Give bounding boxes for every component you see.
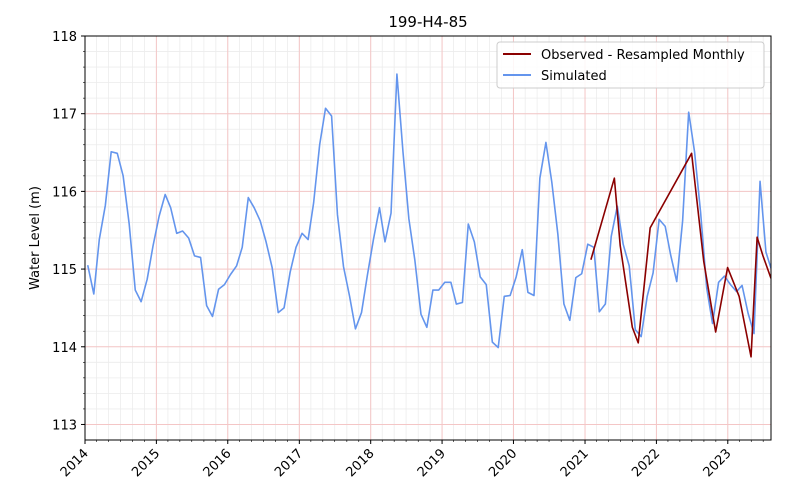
legend-label-simulated: Simulated	[541, 69, 607, 84]
series-line-simulated	[86, 73, 771, 349]
x-tick-label: 2020	[486, 446, 520, 480]
legend-box	[496, 41, 765, 89]
legend-label-observed: Observed - Resampled Monthly	[541, 48, 745, 63]
plot-layer	[86, 73, 771, 358]
y-tick-label: 114	[52, 341, 77, 356]
grid-layer	[84, 35, 771, 440]
x-tick-label: 2021	[558, 446, 592, 480]
x-tick-label: 2014	[58, 446, 92, 480]
x-tick-label: 2015	[129, 446, 163, 480]
x-tick-label: 2016	[201, 446, 235, 480]
series-line-observed	[590, 152, 771, 358]
x-tick-label: 2022	[629, 446, 663, 480]
legend[interactable]: Observed - Resampled Monthly Simulated	[496, 41, 765, 89]
x-tick-label: 2017	[272, 446, 306, 480]
x-tick-label: 2018	[344, 446, 378, 480]
x-tick-label: 2019	[415, 446, 449, 480]
y-axis-label: Water Level (m)	[28, 186, 43, 290]
y-tick-label: 117	[52, 108, 77, 123]
y-axis: 113 114 115 116 117 118	[52, 30, 85, 433]
x-axis: 2014 2015 2016 2017 2018 2019 2020 2021 2022 2023	[58, 440, 764, 480]
x-tick-label: 2023	[701, 446, 735, 480]
chart-title: 199-H4-85	[388, 13, 467, 31]
y-tick-label: 118	[52, 30, 77, 45]
y-tick-label: 115	[52, 263, 77, 278]
y-tick-label: 116	[52, 185, 77, 200]
y-tick-label: 113	[52, 418, 77, 433]
